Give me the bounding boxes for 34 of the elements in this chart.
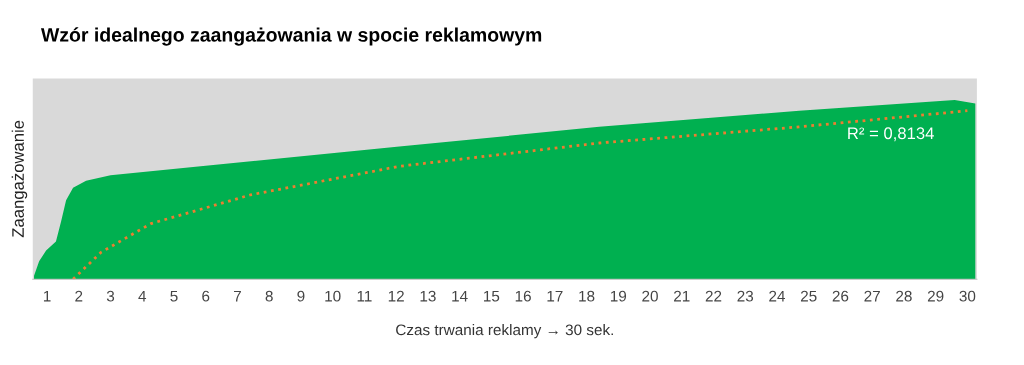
x-tick-label: 30	[959, 290, 976, 302]
x-tick-label: 18	[579, 290, 595, 302]
x-tick-label: 17	[547, 290, 563, 302]
x-tick-label: 1	[43, 290, 51, 302]
x-tick-label: 9	[297, 290, 305, 302]
x-axis-title: Czas trwania reklamy → 30 sek.	[396, 324, 613, 339]
x-tick-label: 3	[106, 290, 115, 302]
x-tick-label: 7	[234, 290, 241, 302]
x-tick-label: 23	[737, 290, 754, 302]
x-tick-label: 16	[515, 290, 531, 302]
annotation: R² = 0,8134	[848, 127, 934, 142]
x-tick-label: 10	[325, 290, 341, 302]
x-tick-label: 12	[388, 290, 404, 302]
x-tick-label: 8	[265, 290, 273, 302]
x-tick-label: 25	[800, 290, 817, 302]
x-tick-label: 21	[674, 290, 690, 302]
x-tick-label: 14	[452, 290, 468, 302]
x-tick-label: 26	[832, 290, 849, 302]
x-tick-label: 24	[769, 290, 786, 302]
x-tick-label: 13	[420, 290, 436, 302]
x-tick-label: 6	[202, 290, 210, 302]
chart-title: Wzór idealnego zaangażowania w spocie reklamowym	[40, 27, 542, 46]
x-tick-label: 11	[357, 290, 372, 302]
x-tick-label: 27	[864, 290, 880, 302]
x-tick-label: 5	[170, 290, 178, 302]
x-tick-label: 22	[705, 290, 722, 302]
x-tick-label: 28	[896, 290, 912, 302]
x-tick-label: 15	[484, 290, 500, 302]
x-tick-label: 4	[138, 290, 147, 302]
x-tick-label: 2	[75, 290, 83, 302]
y-axis-title: Zaangażowanie	[11, 120, 28, 238]
x-tick-label: 19	[610, 290, 627, 302]
x-tick-label: 20	[642, 290, 658, 302]
x-tick-label: 29	[927, 290, 944, 302]
